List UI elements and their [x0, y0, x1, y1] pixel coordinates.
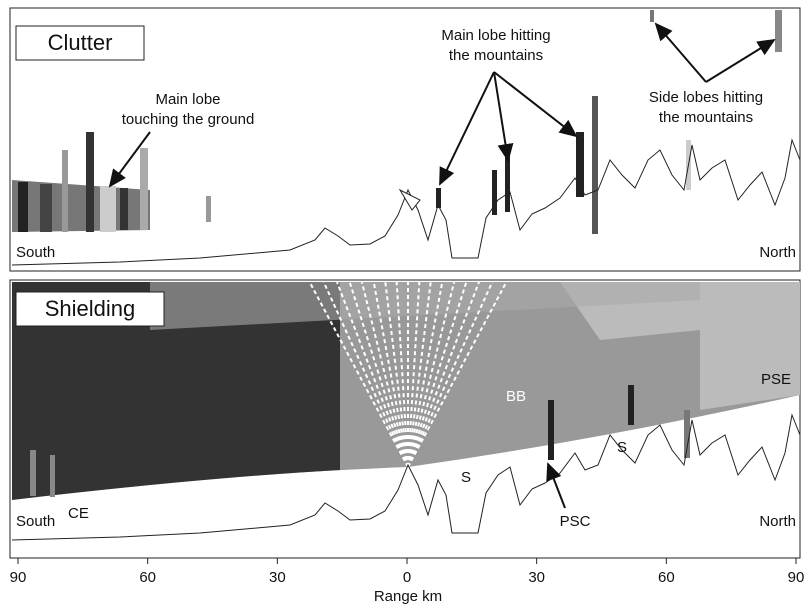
- annotation: Side lobes hitting: [649, 89, 763, 106]
- beam-line: [360, 281, 409, 468]
- region-label: S: [617, 439, 627, 456]
- beam-line: [407, 281, 494, 468]
- panel-title: Clutter: [48, 30, 113, 55]
- x-tick-label: 30: [269, 569, 286, 586]
- region-label: PSE: [761, 371, 791, 388]
- region-label: CE: [68, 505, 89, 522]
- panel-title: Shielding: [45, 296, 136, 321]
- annotation: Main lobe hitting: [441, 27, 550, 44]
- arrow: [546, 462, 566, 509]
- shield-dark: [12, 282, 340, 500]
- axis-label: Range km: [374, 588, 442, 605]
- beam-line: [348, 281, 409, 468]
- arrow: [108, 131, 151, 188]
- x-tick-label: 0: [403, 569, 411, 586]
- annotation: the mountains: [659, 109, 753, 126]
- direction-label: South: [16, 513, 55, 530]
- title-box: [15, 25, 145, 61]
- x-tick-label: 30: [528, 569, 545, 586]
- direction-label: North: [759, 513, 796, 530]
- direction-label: North: [759, 244, 796, 261]
- shield-light: [560, 282, 800, 410]
- shield-light: [150, 282, 700, 330]
- beam-line: [407, 281, 480, 468]
- x-tick-label: 90: [10, 569, 27, 586]
- title-box: [15, 291, 165, 327]
- region-label: S: [461, 469, 471, 486]
- direction-label: South: [16, 244, 55, 261]
- arrow: [654, 22, 707, 83]
- beam-line: [407, 281, 468, 468]
- annotation: the mountains: [449, 47, 543, 64]
- beam-line: [395, 281, 409, 468]
- beam-line: [384, 281, 409, 468]
- arrow: [493, 71, 514, 162]
- x-tick-label: 90: [788, 569, 805, 586]
- annotation: Main lobe: [155, 91, 220, 108]
- beam-line: [372, 281, 409, 468]
- radar-icon: [398, 188, 421, 211]
- beam-line: [407, 281, 421, 468]
- arrow: [493, 71, 578, 138]
- x-axis: 90 60 30 0 30 60 90: [10, 558, 805, 586]
- beam-fan: [308, 281, 508, 468]
- beam-line: [322, 281, 409, 468]
- annotation: touching the ground: [122, 111, 255, 128]
- region-label: PSC: [560, 513, 591, 530]
- beam-line: [407, 281, 456, 468]
- arrow: [439, 71, 495, 186]
- x-tick-label: 60: [658, 569, 675, 586]
- arrow: [705, 38, 776, 83]
- clutter-panel: Clutter Main lobe touching the ground Ma…: [9, 7, 801, 272]
- region-label: BB: [506, 388, 526, 405]
- beam-line: [407, 281, 444, 468]
- beam-line: [336, 281, 409, 468]
- shielding-panel: Shielding BB PSE S S PSC South CE North: [9, 279, 801, 559]
- beam-line: [407, 281, 432, 468]
- x-tick-label: 60: [139, 569, 156, 586]
